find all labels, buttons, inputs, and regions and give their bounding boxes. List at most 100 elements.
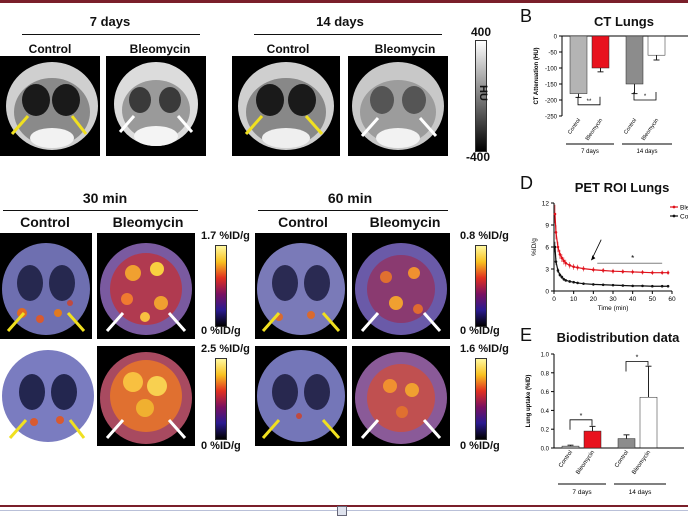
panel-b-y-tick-label: -150 (545, 83, 558, 89)
panel-d-chart: 0 3 6 9 12 0 10 20 30 40 50 60 Time (min) %ID/g * Bleom… (531, 201, 688, 313)
pet-image-bleomycin-60min-row1 (352, 233, 450, 339)
panel-d-point (556, 269, 560, 272)
panel-d-title: PET ROI Lungs (574, 180, 670, 195)
pet-group-bleomycin-30: Bleomycin (112, 214, 184, 230)
panel-e-y-tick-label: 1.0 (541, 353, 550, 359)
pet-rule-30min (3, 210, 198, 211)
ct-rule-7days (22, 34, 200, 35)
panel-d-point (556, 245, 560, 249)
panel-e-y-tick-label: 0.2 (541, 428, 550, 434)
ct-group-bleomycin-7: Bleomycin (129, 42, 191, 56)
pet-colorbar-3-max: 2.5 %ID/g (201, 343, 250, 355)
panel-d-x-tick-label: 50 (649, 296, 657, 303)
panel-e-category-label: Control (614, 450, 630, 469)
panel-b-group-label: 14 days (636, 149, 657, 155)
panel-d-point (562, 277, 566, 281)
panel-e-bar (583, 430, 602, 449)
panel-e-y-tick-label: 0.4 (541, 409, 550, 415)
ct-group-bleomycin-14: Bleomycin (374, 42, 436, 56)
panel-e-y-tick-label: 0.6 (541, 390, 550, 396)
panel-d-point (553, 212, 557, 216)
panel-d-point (560, 275, 564, 279)
pet-colorbar-4 (475, 358, 487, 440)
ct-colorbar-min: -400 (466, 150, 491, 164)
panel-d-letter: D (520, 173, 533, 193)
panel-d-point (572, 265, 575, 269)
panel-e-bar (639, 396, 658, 449)
panel-d-point (572, 280, 575, 284)
pet-colorbar-4-min: 0 %ID/g (460, 440, 500, 452)
panel-d-point (641, 284, 644, 288)
pet-image-bleomycin-30min-row2 (97, 346, 195, 446)
panel-b-y-tick-label: -250 (545, 115, 558, 121)
panel-d-point (564, 279, 568, 282)
panel-e-bar (617, 438, 636, 449)
panel-e-group-label: 7 days (572, 489, 592, 496)
pet-colorbar-2-max: 0.8 %ID/g (460, 230, 509, 242)
panel-b-bar (569, 35, 588, 94)
panel-b-y-tick-label: -200 (545, 99, 558, 105)
panel-e-sig-bracket (625, 361, 649, 372)
panel-b-y-tick-label: -50 (548, 51, 557, 57)
panel-b-category-label: Bleomycin (641, 118, 660, 142)
top-border (0, 0, 688, 3)
pet-image-control-30min-row2 (0, 346, 94, 446)
panel-e-category-label: Bleomycin (631, 450, 652, 476)
pet-group-control-30: Control (20, 214, 70, 230)
panel-d-y-tick-label: 3 (545, 267, 549, 274)
panel-d-point (631, 284, 634, 288)
panel-d-legend-marker (672, 205, 676, 209)
panel-d-point (660, 271, 664, 274)
panel-e-title: Biodistribution data (556, 330, 680, 345)
panel-d-y-axis-label: %ID/g (531, 238, 538, 256)
pet-colorbar-1 (215, 245, 227, 327)
panel-e-y-axis-label: Lung uptake (%ID) (526, 375, 532, 428)
panel-d-y-tick-label: 12 (542, 201, 550, 208)
panel-b-category-label: Control (623, 118, 638, 136)
pet-image-bleomycin-60min-row2 (352, 346, 450, 446)
panel-d-point (560, 256, 564, 260)
ct-image-bleomycin-14days (348, 56, 448, 156)
panel-d-y-tick-label: 9 (545, 223, 549, 230)
panel-d-point (564, 261, 568, 265)
panel-b-y-axis-label: CT Attenuation (HU) (534, 47, 540, 104)
panel-d-point (641, 271, 644, 274)
pet-colorbar-1-max: 1.7 %ID/g (201, 230, 250, 242)
panel-d-legend-label: Bleomycin (680, 205, 688, 212)
panel-d-point (558, 273, 562, 277)
pet-time-label-30min: 30 min (82, 190, 128, 206)
panel-b-bar (591, 35, 610, 69)
panel-d-point (592, 283, 595, 286)
panel-d-point (562, 259, 566, 263)
panel-d-point (621, 284, 625, 287)
panel-d-point (576, 266, 579, 269)
resize-handle[interactable] (337, 506, 347, 516)
ct-image-control-7days (0, 56, 100, 156)
panel-d-x-tick-label: 0 (552, 296, 556, 303)
pet-image-control-60min-row1 (255, 233, 347, 339)
panel-e-category-label: Control (558, 450, 574, 469)
panel-d-y-tick-label: 6 (545, 245, 549, 252)
panel-e-y-tick-label: 0.8 (541, 371, 550, 377)
pet-image-control-60min-row2 (255, 346, 347, 446)
panel-b-category-label: Control (567, 118, 582, 136)
panel-d-point (554, 260, 558, 263)
pet-colorbar-1-min: 0 %ID/g (201, 325, 241, 337)
panel-e-sig-bracket (569, 419, 593, 430)
panel-e-bar (561, 445, 580, 449)
ct-colorbar-max: 400 (471, 25, 492, 39)
panel-d-point (592, 268, 595, 272)
panel-d-y-tick-label: 0 (545, 289, 549, 296)
pet-rule-60min (258, 210, 448, 211)
ct-rule-14days (254, 34, 442, 35)
panel-d-x-tick-label: 10 (570, 296, 578, 303)
panel-d-legend-label: Control (680, 214, 688, 221)
pet-group-control-60: Control (278, 214, 328, 230)
panel-b-category-label: Bleomycin (585, 118, 604, 142)
panel-d-point (611, 283, 615, 287)
panel-d-point (666, 284, 670, 288)
panel-b-group-label: 7 days (581, 149, 599, 155)
ct-colorbar-unit: HU (477, 85, 489, 101)
ct-time-label-14days: 14 days (316, 14, 364, 29)
panel-b-bar (625, 35, 644, 85)
